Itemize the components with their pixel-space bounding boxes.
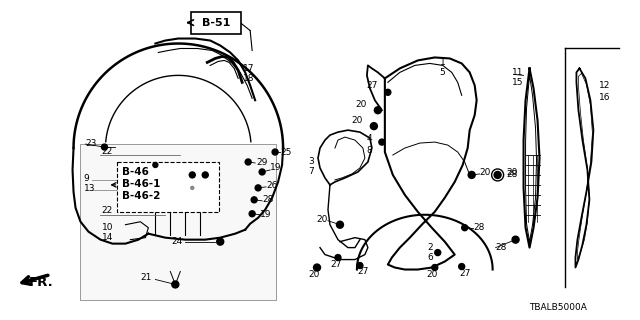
Text: B-46-1: B-46-1	[122, 179, 161, 189]
Text: 8: 8	[366, 146, 372, 155]
Text: 22: 22	[102, 147, 113, 156]
Circle shape	[335, 255, 341, 260]
Text: TBALB5000A: TBALB5000A	[529, 303, 588, 312]
Text: 17: 17	[243, 64, 255, 73]
FancyBboxPatch shape	[79, 144, 276, 300]
Text: 11: 11	[511, 68, 523, 77]
Text: 29: 29	[256, 158, 268, 167]
Circle shape	[337, 221, 344, 228]
Text: 14: 14	[102, 233, 113, 242]
Text: 9: 9	[83, 174, 89, 183]
Text: 28: 28	[495, 243, 507, 252]
Circle shape	[272, 149, 278, 155]
Text: 16: 16	[600, 93, 611, 102]
Text: 24: 24	[171, 237, 182, 246]
Circle shape	[492, 169, 504, 181]
Circle shape	[249, 211, 255, 217]
Circle shape	[251, 197, 257, 203]
Circle shape	[379, 139, 385, 145]
Text: 26: 26	[266, 181, 278, 190]
Circle shape	[459, 264, 465, 269]
Circle shape	[102, 144, 108, 150]
Text: 23: 23	[86, 139, 97, 148]
Circle shape	[189, 172, 195, 178]
Text: 27: 27	[357, 267, 368, 276]
FancyBboxPatch shape	[191, 12, 241, 34]
Text: 2: 2	[428, 243, 433, 252]
Circle shape	[432, 265, 438, 270]
Circle shape	[172, 281, 179, 288]
Text: 4: 4	[366, 133, 372, 143]
Circle shape	[217, 238, 224, 245]
Text: 13: 13	[83, 184, 95, 193]
Text: 7: 7	[308, 167, 314, 176]
Text: 27: 27	[330, 260, 341, 269]
Circle shape	[512, 236, 519, 243]
Circle shape	[435, 250, 441, 256]
Circle shape	[357, 262, 363, 268]
Text: 19: 19	[270, 164, 282, 172]
Text: 21: 21	[140, 273, 152, 282]
Circle shape	[461, 225, 468, 231]
Text: 28: 28	[474, 223, 485, 232]
Circle shape	[153, 163, 158, 167]
Circle shape	[385, 89, 391, 95]
Circle shape	[468, 172, 475, 179]
Text: B-46-2: B-46-2	[122, 191, 161, 201]
Text: 6: 6	[428, 253, 433, 262]
Text: 27: 27	[460, 269, 471, 278]
Circle shape	[259, 169, 265, 175]
Text: 5: 5	[440, 68, 445, 77]
Circle shape	[255, 185, 261, 191]
Text: 12: 12	[600, 81, 611, 90]
Text: 18: 18	[243, 74, 255, 83]
Text: 27: 27	[367, 81, 378, 90]
Text: 22: 22	[102, 206, 113, 215]
Text: 10: 10	[102, 223, 113, 232]
Text: 3: 3	[308, 157, 314, 166]
Text: 20: 20	[356, 100, 367, 109]
Text: 25: 25	[280, 148, 291, 156]
Circle shape	[494, 172, 501, 179]
Text: 15: 15	[511, 78, 523, 87]
Circle shape	[245, 159, 251, 165]
Circle shape	[314, 264, 321, 271]
FancyBboxPatch shape	[118, 162, 220, 212]
Circle shape	[202, 172, 208, 178]
Circle shape	[374, 107, 381, 114]
Text: FR.: FR.	[29, 276, 53, 289]
Circle shape	[191, 186, 194, 189]
Text: 20: 20	[308, 270, 319, 279]
Text: 20: 20	[427, 270, 438, 279]
Text: 20: 20	[317, 215, 328, 224]
Text: 20: 20	[507, 168, 518, 178]
Text: 28: 28	[507, 171, 518, 180]
Text: 19: 19	[260, 210, 271, 219]
Text: 20: 20	[351, 116, 363, 125]
Text: B-51: B-51	[202, 18, 230, 28]
Text: 28: 28	[262, 195, 273, 204]
Text: 1: 1	[440, 58, 445, 67]
Circle shape	[371, 123, 378, 130]
Text: 20: 20	[479, 168, 491, 178]
Text: B-46: B-46	[122, 167, 149, 177]
